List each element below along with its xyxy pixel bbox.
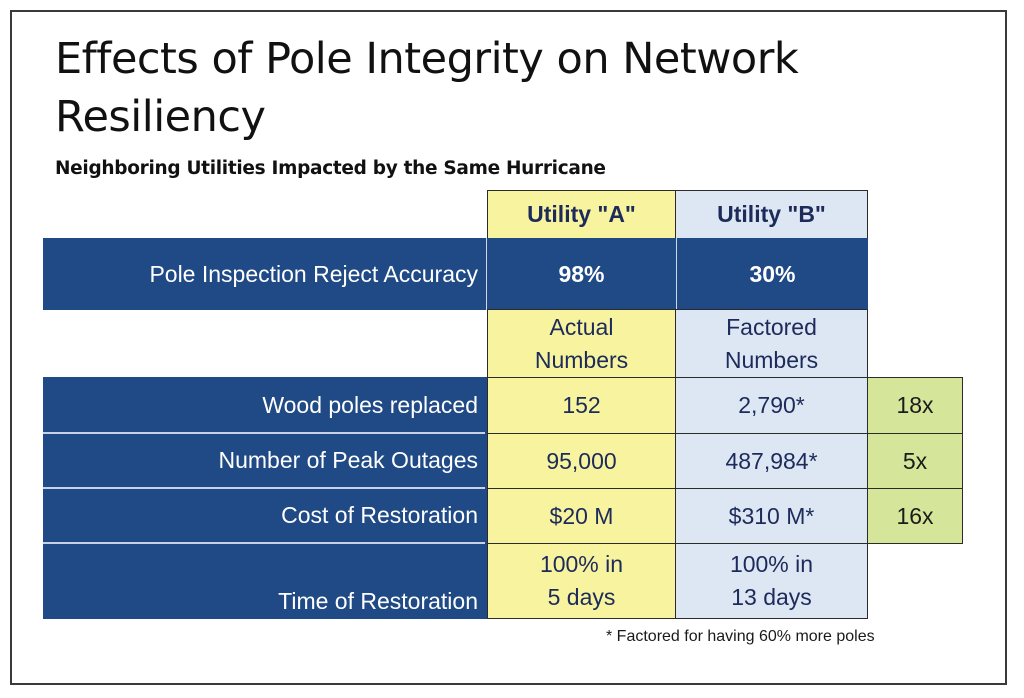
- column-header-utility-a: Utility "A": [487, 190, 676, 239]
- footnote: * Factored for having 60% more poles: [606, 628, 875, 645]
- cell-time-restoration-b: 100% in 13 days: [675, 543, 868, 619]
- cell-peak-outages-b: 487,984*: [675, 433, 868, 489]
- cell-cost-restoration-b: $310 M*: [675, 488, 868, 544]
- subheader-utility-b-line2: Numbers: [724, 346, 819, 373]
- column-header-utility-b: Utility "B": [675, 190, 868, 239]
- row-label-cost-restoration: Cost of Restoration: [281, 502, 478, 528]
- subheader-utility-b-line1: Factored: [726, 313, 817, 340]
- cell-wood-poles-b: 2,790*: [675, 377, 868, 434]
- ratio-peak-outages: 5x: [867, 433, 963, 489]
- accuracy-utility-a: 98%: [486, 238, 676, 310]
- row-divider: [43, 487, 485, 489]
- page-title: Effects of Pole Integrity on Network Res…: [55, 34, 799, 142]
- accuracy-utility-b: 30%: [676, 238, 868, 310]
- subheader-utility-b: Factored Numbers: [675, 309, 868, 378]
- time-restoration-a-line1: 100% in: [539, 551, 624, 577]
- row-label-peak-outages: Number of Peak Outages: [218, 447, 478, 473]
- time-restoration-b-line2: 13 days: [731, 584, 812, 610]
- ratio-cost-restoration: 16x: [867, 488, 963, 544]
- cell-peak-outages-a: 95,000: [487, 433, 676, 489]
- subheader-utility-a: Actual Numbers: [487, 309, 676, 378]
- time-restoration-b-line1: 100% in: [729, 551, 814, 577]
- cell-time-restoration-a: 100% in 5 days: [487, 543, 676, 619]
- cell-cost-restoration-a: $20 M: [487, 488, 676, 544]
- row-labels-background: [43, 377, 487, 619]
- row-divider: [43, 542, 485, 544]
- cell-wood-poles-a: 152: [487, 377, 676, 434]
- subheader-utility-a-line1: Actual: [549, 313, 614, 340]
- page-subtitle: Neighboring Utilities Impacted by the Sa…: [55, 158, 606, 179]
- row-divider: [43, 432, 485, 434]
- row-label-wood-poles: Wood poles replaced: [262, 391, 478, 418]
- row-label-reject-accuracy: Pole Inspection Reject Accuracy: [43, 238, 486, 310]
- row-label-time-restoration: Time of Restoration: [278, 588, 478, 614]
- time-restoration-a-line2: 5 days: [547, 584, 616, 610]
- subheader-utility-a-line2: Numbers: [534, 346, 629, 373]
- ratio-wood-poles: 18x: [867, 377, 963, 434]
